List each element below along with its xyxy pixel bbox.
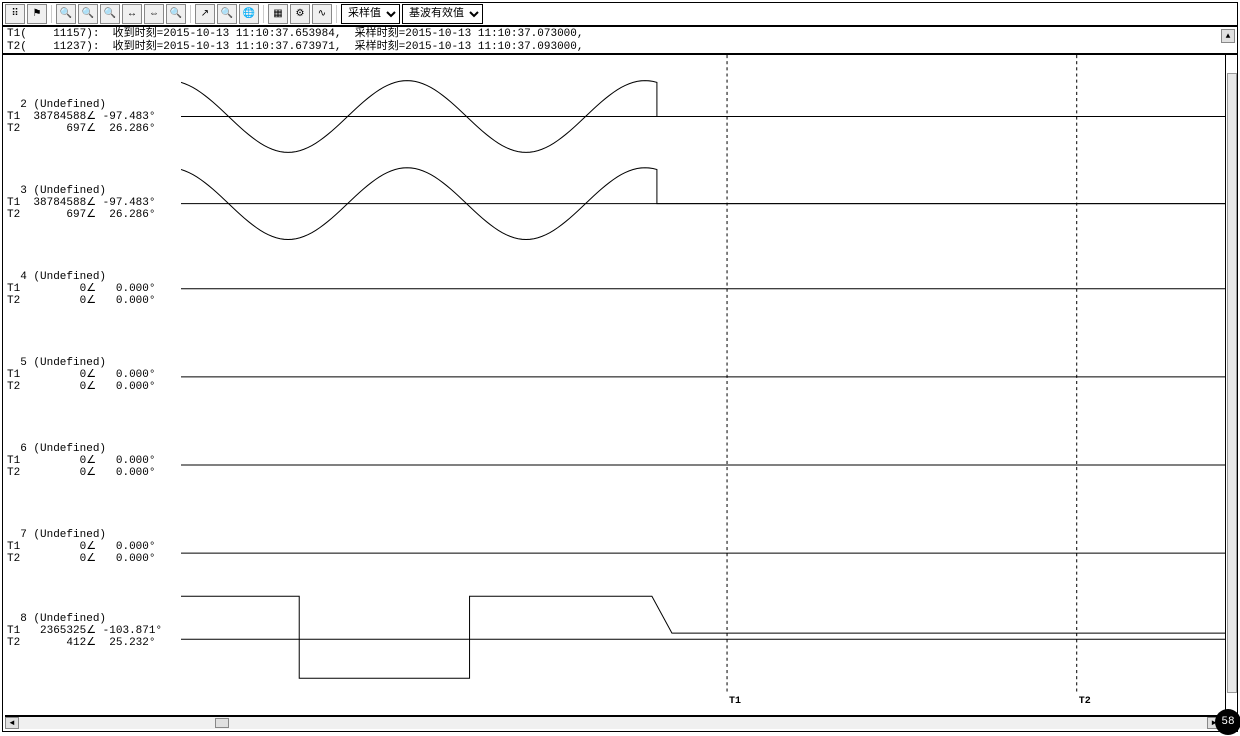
zoom-all-icon[interactable]: 🔍	[217, 4, 237, 24]
page-badge: 58	[1215, 709, 1240, 735]
status-t2: T2( 11237): 收到时刻=2015-10-13 11:10:37.673…	[7, 41, 1233, 54]
status-bar: T1( 11157): 收到时刻=2015-10-13 11:10:37.653…	[3, 27, 1237, 55]
chart-area: 2 (Undefined) T1 38784588∠ -97.483° T2 6…	[3, 55, 1237, 711]
horizontal-scrollbar[interactable]: ◄ ►	[5, 715, 1221, 729]
scroll-up-button[interactable]: ▲	[1221, 29, 1235, 43]
grid-icon[interactable]: ⠿	[5, 4, 25, 24]
toolbar: ⠿⚑🔍🔍🔍↔⇔🔍↗🔍🌐▦⚙∿采样值基波有效值	[3, 3, 1237, 27]
channel-4-info: 4 (Undefined) T1 0∠ 0.000° T2 0∠ 0.000°	[7, 271, 177, 307]
settings-icon[interactable]: ⚙	[290, 4, 310, 24]
zoom-fit-icon[interactable]: 🔍	[100, 4, 120, 24]
value-mode-select[interactable]: 基波有效值	[402, 4, 483, 24]
scroll-left-button[interactable]: ◄	[5, 717, 19, 729]
channel-3-info: 3 (Undefined) T1 38784588∠ -97.483° T2 6…	[7, 185, 177, 221]
channel-5-info: 5 (Undefined) T1 0∠ 0.000° T2 0∠ 0.000°	[7, 357, 177, 393]
right-scrollbar[interactable]	[1225, 55, 1237, 711]
scroll-track[interactable]	[19, 717, 1207, 729]
channel-2-info: 2 (Undefined) T1 38784588∠ -97.483° T2 6…	[7, 99, 177, 135]
channel-7-info: 7 (Undefined) T1 0∠ 0.000° T2 0∠ 0.000°	[7, 529, 177, 565]
scroll-thumb[interactable]	[215, 718, 229, 728]
channel-8-info: 8 (Undefined) T1 2365325∠ -103.871° T2 4…	[7, 613, 177, 649]
zoom-in-icon[interactable]: 🔍	[56, 4, 76, 24]
svg-text:T1: T1	[729, 696, 741, 707]
channel-sidebar: 2 (Undefined) T1 38784588∠ -97.483° T2 6…	[3, 55, 181, 711]
zoom-world-icon[interactable]: 🌐	[239, 4, 259, 24]
status-t1: T1( 11157): 收到时刻=2015-10-13 11:10:37.653…	[7, 28, 1233, 41]
zoom-region-icon[interactable]: 🔍	[166, 4, 186, 24]
zoom-out-icon[interactable]: 🔍	[78, 4, 98, 24]
hzoom-in-icon[interactable]: ↔	[122, 4, 142, 24]
sample-mode-select[interactable]: 采样值	[341, 4, 400, 24]
waveform-canvas: T1 T2	[181, 55, 1225, 711]
panel-icon[interactable]: ▦	[268, 4, 288, 24]
wave-icon[interactable]: ∿	[312, 4, 332, 24]
jump-icon[interactable]: ↗	[195, 4, 215, 24]
hzoom-out-icon[interactable]: ⇔	[144, 4, 164, 24]
channel-6-info: 6 (Undefined) T1 0∠ 0.000° T2 0∠ 0.000°	[7, 443, 177, 479]
flag-icon[interactable]: ⚑	[27, 4, 47, 24]
svg-text:T2: T2	[1079, 696, 1091, 707]
plot-region[interactable]: T1 T2	[181, 55, 1225, 711]
